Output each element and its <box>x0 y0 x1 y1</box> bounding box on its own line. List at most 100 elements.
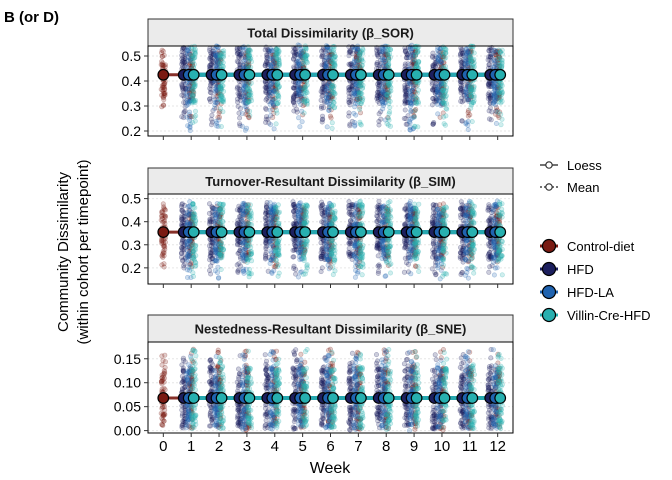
data-point <box>161 92 167 98</box>
data-point <box>239 111 245 117</box>
data-point <box>382 51 388 57</box>
data-point <box>499 116 505 122</box>
y-tick-label: 0.3 <box>122 98 142 114</box>
data-point <box>219 48 225 54</box>
data-point <box>270 82 276 88</box>
data-point <box>469 119 475 125</box>
data-point <box>245 85 251 91</box>
data-point <box>485 253 491 259</box>
data-point <box>217 50 223 56</box>
data-point <box>216 60 222 66</box>
data-point <box>273 107 279 113</box>
data-point <box>179 208 185 214</box>
data-point <box>263 114 269 120</box>
data-point <box>237 115 243 121</box>
mean-marker <box>157 68 170 81</box>
data-point <box>243 111 249 117</box>
data-point <box>326 81 332 87</box>
data-point <box>383 96 389 102</box>
data-point <box>243 53 249 59</box>
data-point <box>295 82 301 88</box>
data-point <box>327 113 333 119</box>
data-point <box>444 106 450 112</box>
data-point <box>376 262 382 268</box>
data-point <box>329 98 335 104</box>
data-point <box>214 93 220 99</box>
data-point <box>273 121 279 127</box>
data-point <box>268 48 274 54</box>
data-point <box>412 124 418 130</box>
data-point <box>327 98 333 104</box>
data-point <box>326 91 332 97</box>
data-point <box>161 90 167 96</box>
mean-marker <box>243 68 256 81</box>
data-point <box>189 86 195 92</box>
data-point <box>328 57 334 63</box>
data-point <box>300 103 306 109</box>
data-point <box>211 206 217 212</box>
data-point <box>443 113 449 119</box>
data-point <box>218 124 224 130</box>
data-point <box>192 118 198 124</box>
data-point <box>384 52 390 58</box>
data-point <box>351 253 357 259</box>
data-point <box>291 265 297 271</box>
data-point <box>296 92 302 98</box>
data-point <box>215 90 221 96</box>
data-point <box>245 50 251 56</box>
data-point <box>406 80 412 86</box>
data-point <box>384 121 390 127</box>
data-point <box>187 52 193 58</box>
data-point <box>234 242 240 248</box>
data-point <box>347 239 353 245</box>
data-point <box>273 86 279 92</box>
data-point <box>273 59 279 65</box>
data-point <box>296 244 302 250</box>
data-point <box>207 96 213 102</box>
data-point <box>402 244 408 250</box>
data-point <box>235 59 241 65</box>
data-point <box>273 82 279 88</box>
data-point <box>244 82 250 88</box>
data-point <box>159 47 165 53</box>
data-point <box>410 53 416 59</box>
data-point <box>318 250 324 256</box>
data-point <box>458 51 464 57</box>
data-point <box>188 56 194 62</box>
data-point <box>208 90 214 96</box>
data-point <box>303 88 309 94</box>
data-point <box>402 47 408 53</box>
data-point <box>356 89 362 95</box>
data-point <box>354 49 360 55</box>
data-point <box>270 85 276 91</box>
data-point <box>215 90 221 96</box>
data-point <box>298 63 304 69</box>
data-point <box>356 97 362 103</box>
data-point <box>158 86 164 92</box>
data-point <box>208 57 214 63</box>
data-point <box>354 86 360 92</box>
data-point <box>161 95 167 101</box>
data-point <box>320 105 326 111</box>
mean-marker <box>327 68 339 81</box>
data-point <box>189 80 195 86</box>
data-point <box>240 87 246 93</box>
data-point <box>234 221 240 227</box>
data-point <box>274 88 280 94</box>
data-point <box>215 44 221 50</box>
data-point <box>298 95 304 101</box>
data-point <box>271 126 277 132</box>
data-point <box>299 50 305 56</box>
data-point <box>272 87 278 93</box>
data-point <box>300 51 306 57</box>
data-point <box>185 274 191 280</box>
data-point <box>356 89 362 95</box>
data-point <box>325 92 331 98</box>
data-point <box>382 91 388 97</box>
data-point <box>407 97 413 103</box>
data-point <box>213 247 219 253</box>
data-point <box>189 55 195 61</box>
data-point <box>263 106 269 112</box>
data-point <box>298 85 304 91</box>
data-point <box>359 85 365 91</box>
